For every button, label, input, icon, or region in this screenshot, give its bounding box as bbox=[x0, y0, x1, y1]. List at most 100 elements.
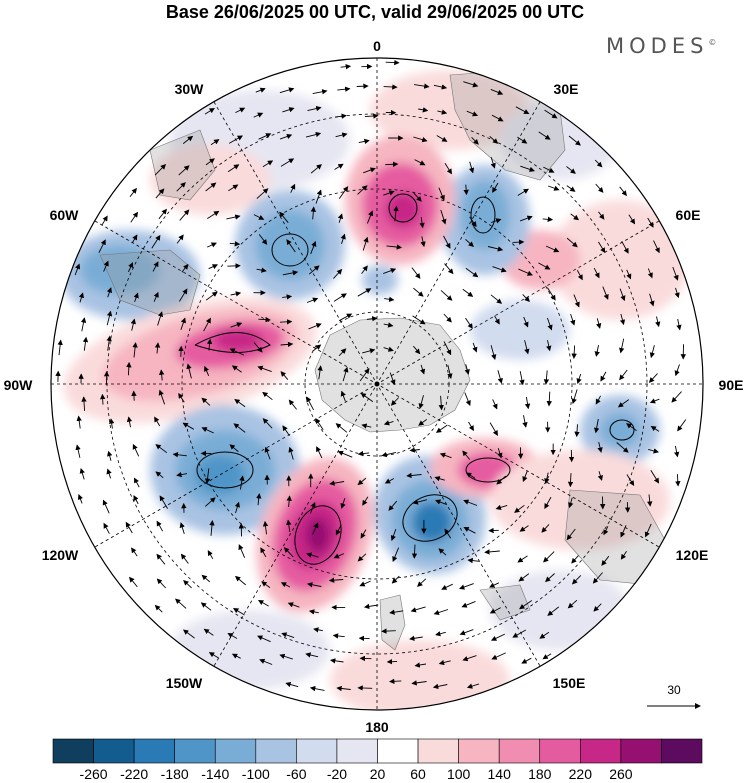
wind-arrow bbox=[366, 210, 374, 224]
wind-arrow bbox=[463, 499, 478, 506]
wind-arrow bbox=[647, 494, 653, 507]
wind-arrow bbox=[156, 520, 163, 532]
wind-arrow bbox=[383, 420, 394, 426]
wind-arrow bbox=[226, 214, 241, 220]
wind-arrow bbox=[207, 210, 220, 219]
wind-arrow bbox=[412, 499, 428, 505]
wind-arrow bbox=[649, 398, 660, 404]
wind-arrow bbox=[619, 369, 628, 381]
wind-arrow bbox=[461, 600, 476, 608]
wind-arrow bbox=[210, 139, 220, 146]
colorbar-swatch bbox=[661, 738, 703, 764]
wind-arrow bbox=[204, 365, 210, 376]
wind-arrow bbox=[432, 683, 448, 690]
wind-arrow bbox=[497, 370, 503, 384]
wind-arrow bbox=[544, 496, 552, 509]
colorbar-label: -60 bbox=[286, 766, 306, 782]
wind-arrow bbox=[158, 208, 167, 220]
wind-arrow bbox=[444, 263, 454, 275]
wind-arrow bbox=[597, 441, 603, 453]
wind-arrow bbox=[541, 524, 550, 533]
wind-arrow bbox=[179, 522, 185, 535]
wind-arrow bbox=[571, 575, 582, 585]
wind-arrow bbox=[256, 188, 269, 199]
wind-arrow bbox=[158, 369, 165, 381]
wind-arrow bbox=[279, 319, 293, 325]
wind-arrow bbox=[208, 652, 220, 659]
wind-arrow bbox=[279, 133, 293, 140]
wind-arrow bbox=[80, 317, 87, 332]
colorbar-swatch bbox=[417, 738, 459, 764]
wind-arrow bbox=[262, 160, 274, 168]
wind-arrow bbox=[464, 392, 471, 407]
wind-arrow bbox=[357, 288, 372, 297]
wind-arrow bbox=[566, 237, 578, 248]
wind-arrow bbox=[647, 268, 653, 279]
wind-arrow bbox=[288, 446, 294, 460]
wind-arrow bbox=[411, 544, 418, 559]
wind-arrow bbox=[567, 473, 574, 488]
wind-arrow bbox=[77, 494, 83, 504]
wind-arrow bbox=[315, 189, 322, 204]
wind-arrow bbox=[307, 582, 322, 588]
colorbar-label: -20 bbox=[327, 766, 347, 782]
colorbar-swatch bbox=[458, 738, 500, 764]
wind-arrow bbox=[357, 450, 370, 457]
wind-arrow bbox=[444, 163, 452, 175]
wind-arrow bbox=[261, 581, 271, 588]
wind-arrow bbox=[315, 418, 324, 430]
wind-arrow bbox=[573, 294, 580, 308]
wind-arrow bbox=[517, 555, 528, 563]
colorbar-label: 20 bbox=[370, 766, 386, 782]
wind-arrow bbox=[154, 604, 163, 613]
wind-arrow bbox=[103, 522, 110, 534]
wind-arrow bbox=[330, 658, 344, 664]
wind-arrow bbox=[676, 318, 682, 331]
wind-arrow bbox=[566, 528, 576, 541]
wind-arrow bbox=[78, 292, 85, 303]
wind-arrow bbox=[308, 323, 322, 330]
wind-arrow bbox=[519, 525, 529, 532]
wind-arrow bbox=[648, 448, 659, 454]
wind-arrow bbox=[546, 317, 553, 331]
colorbar-label: 180 bbox=[528, 766, 552, 782]
wind-arrow bbox=[131, 234, 138, 244]
wind-arrow bbox=[179, 288, 188, 302]
wind-arrow bbox=[186, 363, 192, 379]
wind-arrow bbox=[201, 427, 214, 434]
copyright-mark: © bbox=[708, 38, 717, 47]
wind-arrow bbox=[359, 580, 371, 587]
wind-vectors bbox=[55, 59, 687, 692]
wind-arrow bbox=[673, 445, 680, 458]
wind-arrow bbox=[648, 373, 658, 383]
wind-arrow bbox=[258, 316, 271, 323]
colorbar-label: 100 bbox=[447, 766, 471, 782]
wind-arrow bbox=[310, 240, 317, 255]
wind-arrow bbox=[438, 659, 451, 666]
wind-arrow bbox=[383, 346, 394, 352]
wind-arrow bbox=[108, 418, 115, 429]
wind-arrow bbox=[538, 262, 551, 270]
wind-arrow bbox=[335, 113, 347, 119]
wind-arrow bbox=[385, 59, 400, 66]
wind-arrow bbox=[335, 423, 348, 433]
wind-arrow bbox=[227, 263, 241, 269]
wind-arrow bbox=[233, 608, 245, 616]
wind-arrow bbox=[133, 292, 139, 303]
wind-arrow bbox=[443, 313, 452, 323]
wind-arrow bbox=[384, 296, 395, 302]
wind-arrow bbox=[576, 373, 582, 384]
wind-arrow bbox=[417, 578, 427, 587]
colorbar-label: -260 bbox=[80, 766, 108, 782]
wind-arrow bbox=[358, 138, 370, 145]
wind-arrow bbox=[229, 348, 245, 356]
wind-arrow bbox=[258, 599, 269, 607]
wind-arrow bbox=[381, 628, 396, 634]
wind-arrow bbox=[649, 293, 655, 307]
wind-arrow bbox=[201, 397, 211, 406]
wind-arrow bbox=[463, 184, 469, 196]
wind-arrow bbox=[490, 88, 504, 95]
wind-arrow bbox=[462, 450, 471, 460]
wind-arrow bbox=[546, 391, 552, 407]
south-america-tip bbox=[149, 129, 216, 201]
